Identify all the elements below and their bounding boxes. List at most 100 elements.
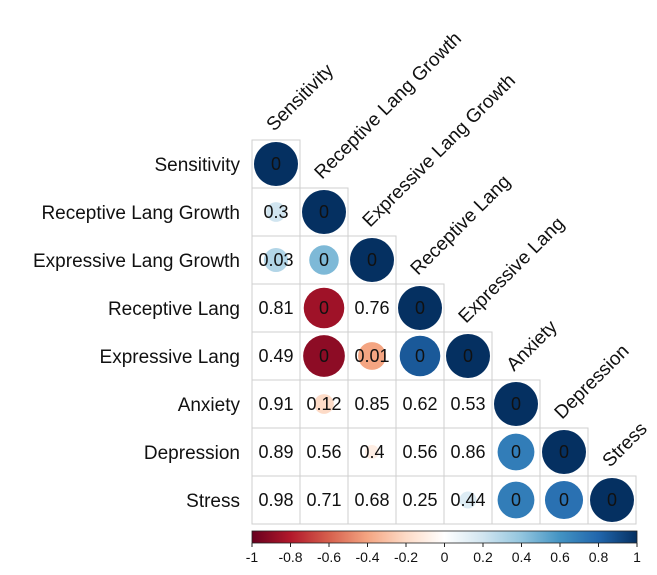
cell-r4-c0: 0.49 (251, 331, 301, 381)
cell-value-label: 0.76 (354, 298, 389, 318)
col-label-expressive-lang-growth: Expressive Lang Growth (359, 70, 520, 231)
cell-border (251, 283, 301, 333)
cell-border (251, 379, 301, 429)
cell-value-label: 0 (511, 442, 521, 462)
cell-r6-c3: 0.56 (395, 427, 445, 477)
cell-value-label: 0.81 (258, 298, 293, 318)
cell-value-label: 0.86 (450, 442, 485, 462)
cell-r7-c4: 0.44 (443, 475, 493, 525)
col-label-receptive-lang: Receptive Lang (407, 171, 515, 279)
col-label-anxiety: Anxiety (503, 316, 562, 375)
row-label-stress: Stress (186, 491, 240, 512)
cell-value-label: 0 (511, 490, 521, 510)
cell-value-label: 0 (415, 346, 425, 366)
cell-r3-c2: 0.76 (347, 283, 397, 333)
colorbar: -1 -0.8 -0.6 -0.4 -0.2 0 0.2 0.4 0.6 0.8 1 (246, 530, 641, 565)
row-label-receptive-lang: Receptive Lang (108, 299, 240, 320)
cell-value-label: 0.4 (359, 442, 384, 462)
correlation-circle (254, 142, 298, 186)
cell-value-label: 0 (607, 490, 617, 510)
correlation-circle (459, 491, 477, 509)
cell-border (251, 427, 301, 477)
colorbar-tick-label: -1 (246, 549, 259, 565)
correlation-circle (263, 247, 289, 273)
correlation-circle (399, 335, 441, 377)
colorbar-tick-label: -0.6 (317, 549, 341, 565)
cell-value-label: 0.25 (402, 490, 437, 510)
cell-value-label: 0.01 (354, 346, 389, 366)
cell-value-label: 0.3 (263, 202, 288, 222)
cell-r1-c1: 0 (299, 187, 349, 237)
cell-r7-c0: 0.98 (251, 475, 301, 525)
correlation-circle (542, 430, 586, 474)
cell-r6-c6: 0 (539, 427, 589, 477)
col-label-expressive-lang: Expressive Lang (455, 213, 569, 327)
row-label-expressive-lang: Expressive Lang (100, 347, 240, 368)
cell-r7-c3: 0.25 (395, 475, 445, 525)
correlation-circle (446, 334, 490, 378)
cell-r6-c2: 0.4 (347, 427, 397, 477)
row-label-expressive-lang-growth: Expressive Lang Growth (33, 251, 240, 272)
cell-value-label: 0 (271, 154, 281, 174)
cell-value-label: 0.62 (402, 394, 437, 414)
cell-r2-c0: 0.03 (251, 235, 301, 285)
cell-r4-c4: 0 (443, 331, 493, 381)
row-label-depression: Depression (144, 443, 240, 464)
cell-value-label: 0.03 (258, 250, 293, 270)
cell-r7-c6: 0 (539, 475, 589, 525)
correlation-circle (266, 202, 286, 222)
colorbar-tick-label: 0.6 (550, 549, 570, 565)
correlation-circle (309, 245, 339, 275)
cell-r5-c2: 0.85 (347, 379, 397, 429)
cell-r5-c0: 0.91 (251, 379, 301, 429)
cell-r4-c2: 0.01 (347, 331, 397, 381)
cell-r5-c5: 0 (491, 379, 541, 429)
cell-r3-c3: 0 (395, 283, 445, 333)
correlation-circle (303, 335, 345, 377)
cell-r7-c5: 0 (491, 475, 541, 525)
cell-r6-c1: 0.56 (299, 427, 349, 477)
cell-r3-c1: 0 (299, 283, 349, 333)
correlation-circle (494, 382, 538, 426)
cell-value-label: 0.91 (258, 394, 293, 414)
correlation-circle (497, 433, 535, 471)
correlation-circle (350, 238, 394, 282)
cell-r4-c1: 0 (299, 331, 349, 381)
correlation-circle (365, 445, 379, 459)
cell-value-label: 0 (367, 250, 377, 270)
cell-value-label: 0.89 (258, 442, 293, 462)
cell-value-label: 0 (463, 346, 473, 366)
cell-r6-c0: 0.89 (251, 427, 301, 477)
col-label-sensitivity: Sensitivity (263, 60, 339, 136)
colorbar-tick-label: -0.2 (394, 549, 418, 565)
cell-value-label: 0.49 (258, 346, 293, 366)
cell-value-label: 0.56 (402, 442, 437, 462)
correlation-circle (590, 478, 634, 522)
cell-r2-c2: 0 (347, 235, 397, 285)
cell-border (299, 427, 349, 477)
colorbar-tick-label: 1 (633, 549, 641, 565)
colorbar-tick-label: -0.8 (278, 549, 302, 565)
cell-value-label: 0.53 (450, 394, 485, 414)
cell-value-label: 0 (319, 202, 329, 222)
cell-value-label: 0.98 (258, 490, 293, 510)
cell-r4-c3: 0 (395, 331, 445, 381)
colorbar-tick-label: 0.2 (473, 549, 493, 565)
correlation-circle (497, 481, 535, 519)
cell-value-label: 0.12 (306, 394, 341, 414)
cell-r6-c4: 0.86 (443, 427, 493, 477)
colorbar-tick-label: -0.4 (355, 549, 379, 565)
correlation-circle (314, 394, 334, 414)
cell-value-label: 0 (559, 490, 569, 510)
cell-r1-c0: 0.3 (251, 187, 301, 237)
cell-value-label: 0.68 (354, 490, 389, 510)
cell-r6-c5: 0 (491, 427, 541, 477)
cell-value-label: 0 (415, 298, 425, 318)
colorbar-tick-label: 0 (441, 549, 449, 565)
cell-r7-c7: 0 (587, 475, 637, 525)
cell-value-label: 0 (319, 250, 329, 270)
correlation-circle (544, 480, 584, 520)
cell-r5-c3: 0.62 (395, 379, 445, 429)
cell-border (347, 379, 397, 429)
